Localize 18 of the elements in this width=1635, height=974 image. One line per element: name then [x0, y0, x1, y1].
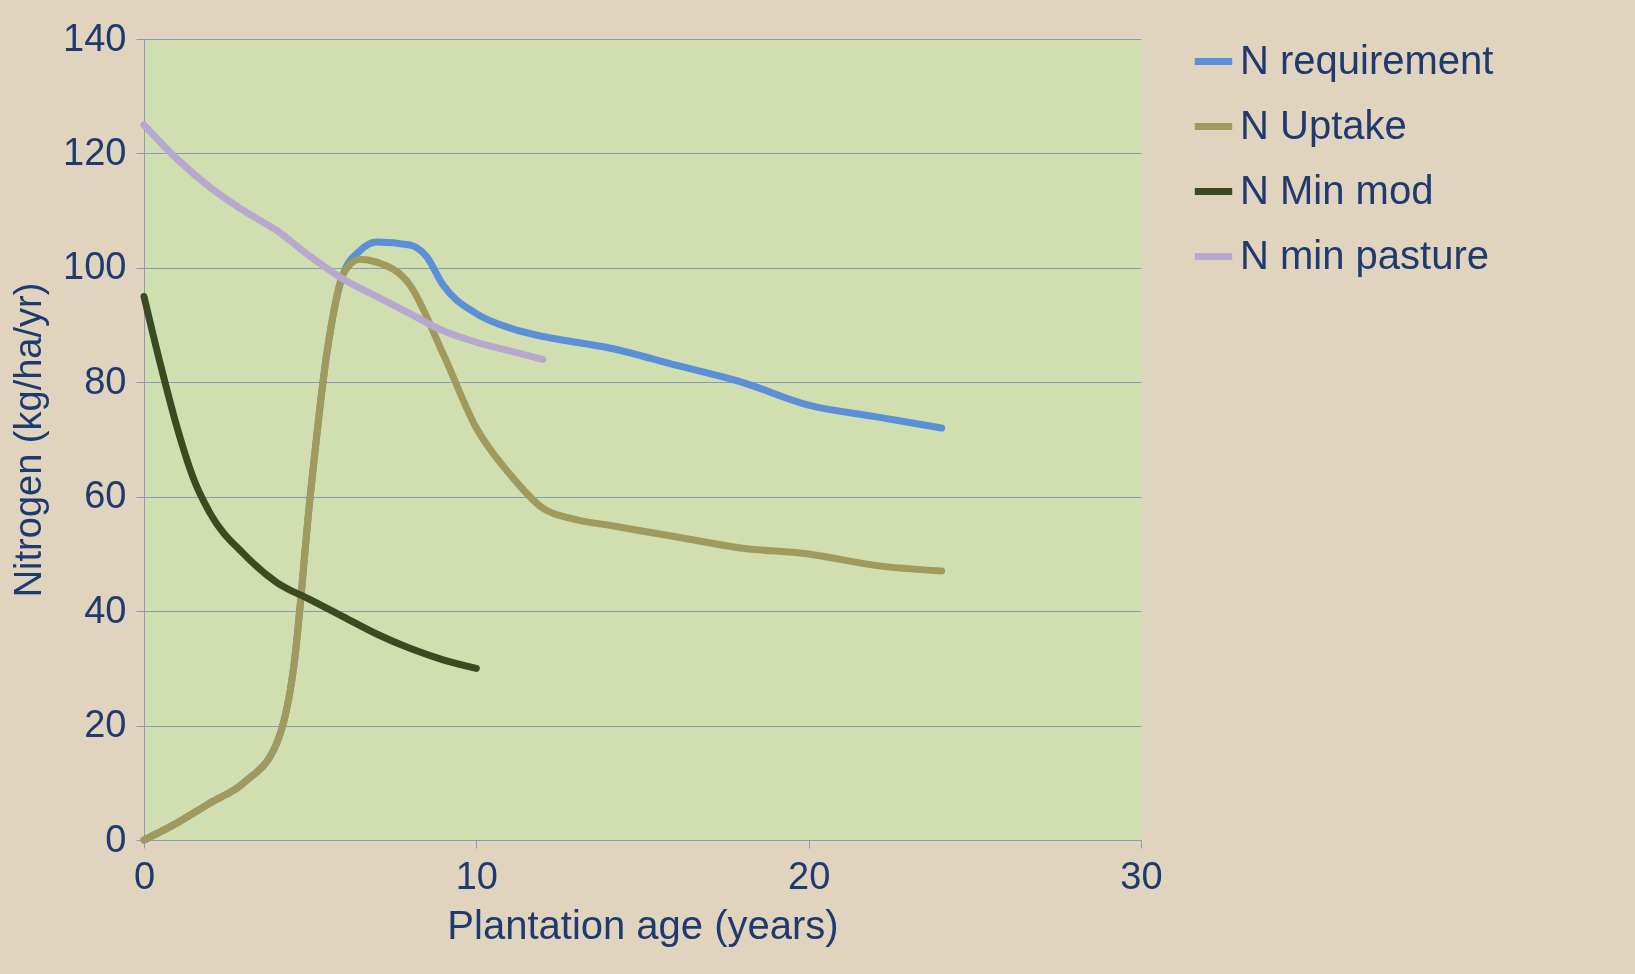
y-tick-label: 80	[84, 359, 127, 402]
y-tick-label: 20	[84, 703, 127, 746]
legend-label: N min pasture	[1240, 232, 1489, 277]
x-axis-title: Plantation age (years)	[447, 902, 839, 947]
x-tick-label: 0	[133, 854, 156, 897]
y-tick-label: 100	[63, 245, 127, 288]
legend-label: N Uptake	[1240, 102, 1407, 147]
y-tick-label: 120	[63, 130, 127, 173]
legend-label: N requirement	[1240, 37, 1494, 82]
y-tick-label: 140	[63, 16, 127, 59]
y-tick-label: 60	[84, 474, 127, 517]
y-axis-title: Nitrogen (kg/ha/yr)	[7, 282, 50, 598]
x-tick-label: 30	[1120, 854, 1163, 897]
x-tick-label: 10	[455, 854, 498, 897]
legend-label: N Min mod	[1240, 167, 1434, 212]
y-tick-label: 0	[105, 817, 127, 860]
x-tick-label: 20	[788, 854, 831, 897]
y-tick-label: 40	[84, 588, 127, 631]
